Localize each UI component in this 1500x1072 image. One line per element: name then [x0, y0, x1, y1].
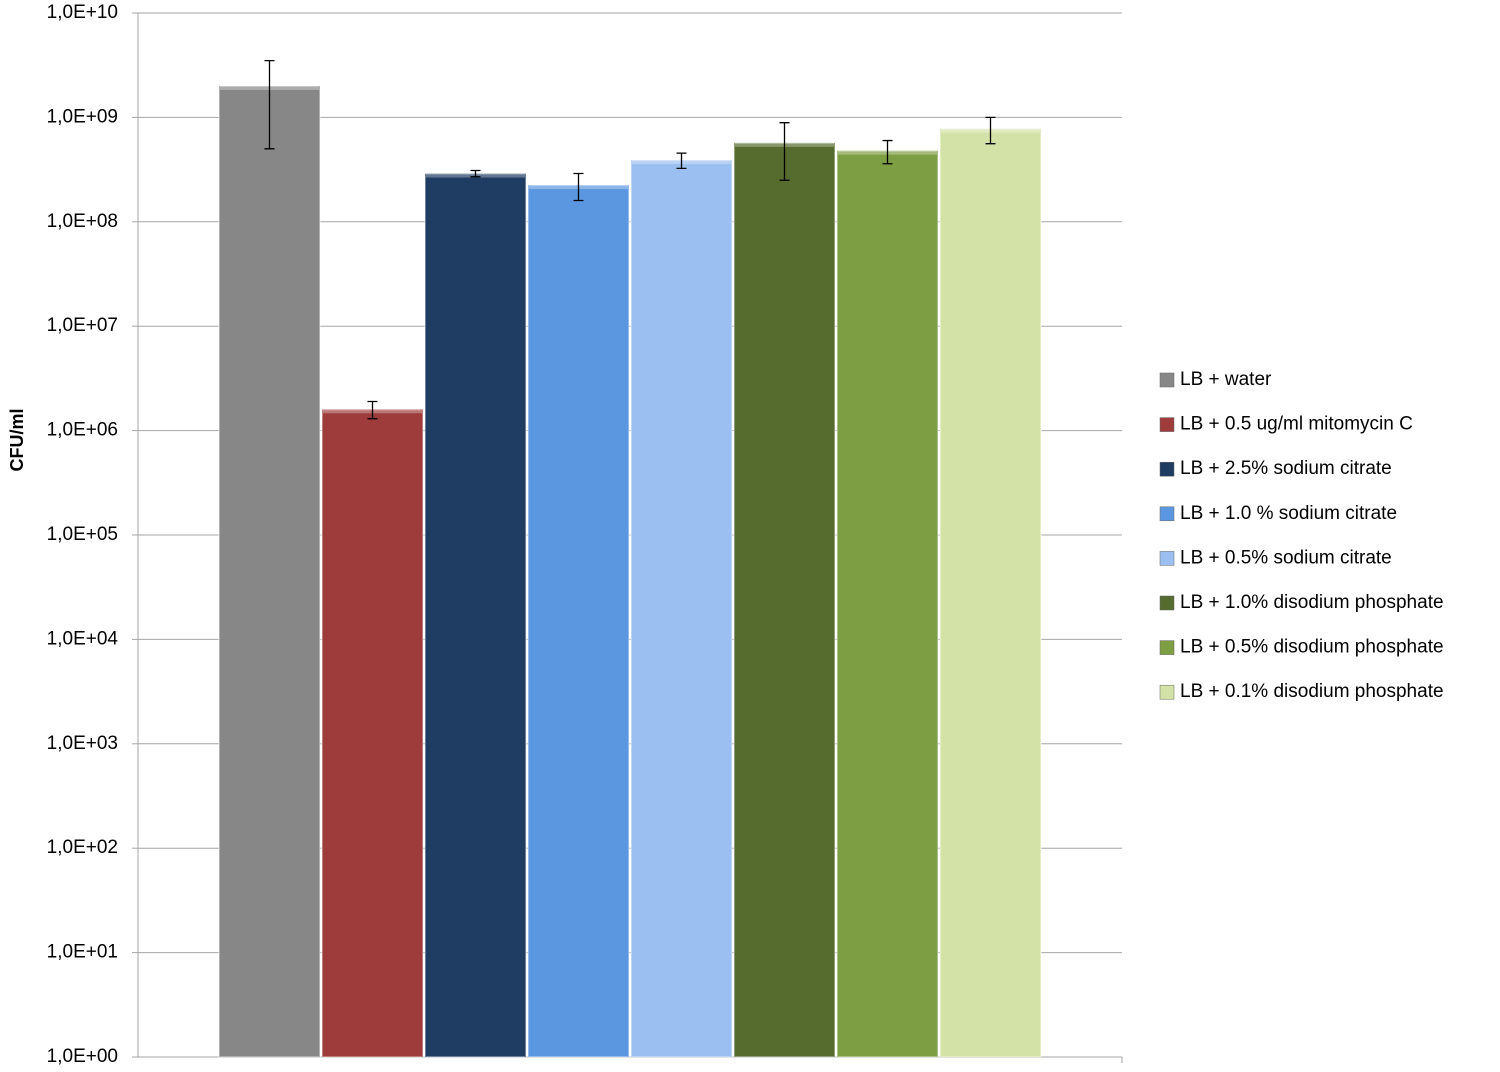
legend-label: LB + 2.5% sodium citrate [1180, 458, 1392, 479]
legend-swatch [1159, 506, 1175, 522]
legend-label: LB + 0.5 ug/ml mitomycin C [1180, 414, 1413, 435]
legend-label: LB + 1.0% disodium phosphate [1180, 592, 1444, 613]
y-tick-label: 1,0E+08 [47, 211, 118, 232]
error-bar [882, 139, 893, 165]
error-bar [985, 116, 996, 145]
y-tick-label: 1,0E+07 [47, 315, 118, 336]
legend-swatch [1159, 461, 1175, 477]
legend-swatch [1159, 640, 1175, 655]
legend-swatch [1159, 684, 1175, 700]
bar [630, 159, 733, 1059]
bar [527, 184, 630, 1058]
y-tick-label: 1,0E+01 [47, 942, 118, 963]
bar [424, 172, 527, 1059]
legend-swatch [1159, 595, 1175, 611]
bar [218, 84, 321, 1058]
bar [321, 408, 424, 1059]
bar [939, 127, 1042, 1058]
y-axis-title: CFU/ml [7, 409, 27, 472]
error-bar [264, 59, 275, 150]
y-tick-label: 1,0E+03 [47, 733, 118, 754]
y-tick-label: 1,0E+00 [47, 1046, 118, 1067]
y-tick-label: 1,0E+10 [47, 2, 118, 23]
error-bar [367, 400, 378, 420]
legend-swatch [1159, 551, 1175, 566]
y-tick-label: 1,0E+05 [47, 524, 118, 545]
legend-label: LB + 0.5% disodium phosphate [1180, 637, 1444, 658]
y-tick-label: 1,0E+02 [47, 837, 118, 858]
legend-swatch [1159, 372, 1175, 388]
bar [733, 141, 836, 1058]
error-bar [470, 169, 481, 178]
y-tick-label: 1,0E+09 [47, 106, 118, 127]
error-bar [676, 152, 687, 170]
y-tick-label: 1,0E+04 [47, 628, 119, 649]
bar [836, 149, 939, 1059]
y-tick-label: 1,0E+06 [47, 420, 118, 441]
legend-label: LB + 0.1% disodium phosphate [1180, 681, 1444, 702]
error-bar [573, 172, 584, 202]
legend-label: LB + 0.5% sodium citrate [1180, 547, 1392, 568]
legend-swatch [1159, 417, 1175, 432]
error-bar [779, 122, 790, 181]
legend-label: LB + 1.0 % sodium citrate [1180, 503, 1397, 524]
legend-label: LB + water [1180, 369, 1272, 390]
